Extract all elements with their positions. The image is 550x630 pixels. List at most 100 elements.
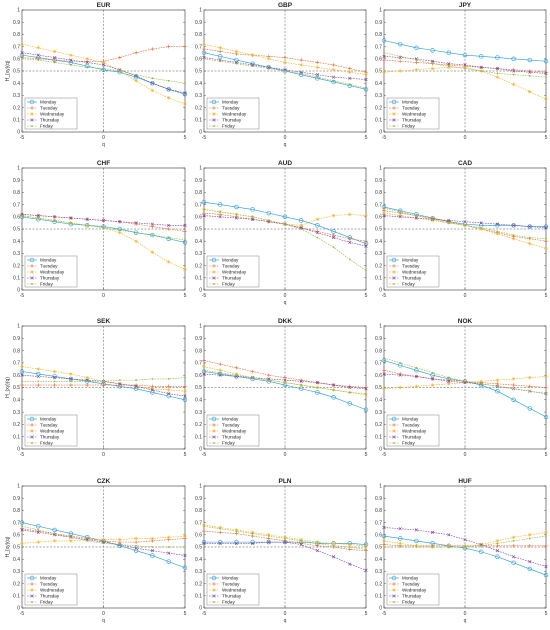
data-point xyxy=(284,70,286,72)
data-point xyxy=(299,223,303,228)
data-point xyxy=(299,226,303,230)
data-point xyxy=(52,376,57,380)
data-point xyxy=(364,568,368,572)
data-point xyxy=(414,384,419,389)
data-point xyxy=(150,80,155,86)
y-tick-label: 0.3 xyxy=(375,569,382,575)
data-point xyxy=(545,535,547,537)
data-point xyxy=(528,543,532,548)
data-point xyxy=(53,61,56,64)
data-point xyxy=(36,371,41,377)
data-point xyxy=(36,383,41,387)
y-tick-label: 0.3 xyxy=(13,251,20,257)
legend-marker xyxy=(392,270,396,274)
y-tick-label: 0.3 xyxy=(13,410,20,416)
legend-marker xyxy=(29,257,35,263)
y-tick-label: 0 xyxy=(199,606,202,612)
data-point xyxy=(398,55,402,60)
data-point xyxy=(463,65,467,70)
data-point xyxy=(85,60,89,65)
y-tick-label: 0.3 xyxy=(195,569,202,575)
data-point xyxy=(37,217,40,219)
data-point xyxy=(183,553,187,558)
legend-marker xyxy=(31,125,33,127)
data-point xyxy=(183,102,187,106)
data-point xyxy=(495,55,500,60)
y-tick-label: 0.9 xyxy=(195,336,202,342)
data-point xyxy=(69,372,73,376)
legend-entry: Thursday xyxy=(222,118,242,123)
data-point xyxy=(399,211,402,213)
legend-entry: Thursday xyxy=(402,118,422,123)
data-point xyxy=(331,63,336,67)
data-point xyxy=(133,548,139,553)
data-point xyxy=(166,87,171,92)
data-point xyxy=(134,536,138,541)
data-point xyxy=(118,70,121,72)
data-point xyxy=(167,87,171,91)
y-tick-label: 0.7 xyxy=(13,520,20,526)
x-tick-label: 5 xyxy=(184,611,187,617)
data-point xyxy=(382,525,386,530)
y-tick-label: 0.5 xyxy=(195,69,202,75)
data-point xyxy=(544,385,548,390)
data-point xyxy=(495,554,500,559)
data-point xyxy=(36,367,41,371)
data-point xyxy=(383,546,385,548)
legend-entry: Tuesday xyxy=(222,264,240,269)
data-point xyxy=(69,539,73,543)
data-point xyxy=(202,55,206,60)
legend-entry: Friday xyxy=(402,441,415,446)
y-tick-label: 0.4 xyxy=(375,81,382,87)
data-point xyxy=(431,62,434,65)
data-point xyxy=(135,231,138,234)
data-point xyxy=(315,217,320,222)
legend-entry: Friday xyxy=(222,282,235,287)
data-point xyxy=(20,364,24,369)
data-point xyxy=(184,82,186,85)
data-point xyxy=(118,220,122,224)
legend-marker xyxy=(392,106,396,110)
data-point xyxy=(21,380,23,383)
data-point xyxy=(53,532,56,535)
data-point xyxy=(447,376,450,379)
y-tick-label: 0.6 xyxy=(195,373,202,379)
data-point xyxy=(150,388,155,392)
y-tick-label: 0.1 xyxy=(195,434,202,440)
data-point xyxy=(496,72,499,75)
data-point xyxy=(430,218,435,223)
series-line xyxy=(21,366,186,392)
y-tick-label: 0.8 xyxy=(375,348,382,354)
series-thursday xyxy=(202,55,368,82)
data-point xyxy=(218,525,222,530)
data-point xyxy=(151,377,154,380)
data-point xyxy=(69,53,73,57)
data-point xyxy=(381,533,387,539)
legend-marker xyxy=(30,106,34,110)
data-point xyxy=(414,216,419,220)
data-point xyxy=(430,383,435,387)
data-point xyxy=(167,236,170,239)
legend-marker xyxy=(30,588,34,592)
x-tick-label: 0 xyxy=(284,135,287,141)
data-point xyxy=(544,530,548,535)
data-point xyxy=(166,559,171,564)
data-point xyxy=(36,53,40,57)
x-axis-label: q xyxy=(284,618,287,624)
x-axis-label: q xyxy=(284,142,287,148)
chart-title: JPY xyxy=(459,2,472,9)
y-tick-label: 0.1 xyxy=(13,118,20,124)
y-tick-label: 0.7 xyxy=(375,361,382,367)
x-tick-label: 0 xyxy=(102,611,105,617)
x-tick-label: 0 xyxy=(284,611,287,617)
data-point xyxy=(348,83,351,86)
x-tick-label: -5 xyxy=(20,135,25,141)
y-tick-label: 0.6 xyxy=(195,215,202,221)
data-point xyxy=(118,229,121,232)
data-point xyxy=(365,392,367,395)
x-tick-label: -5 xyxy=(382,293,387,299)
y-tick-label: 0.9 xyxy=(195,20,202,26)
data-point xyxy=(415,546,418,548)
